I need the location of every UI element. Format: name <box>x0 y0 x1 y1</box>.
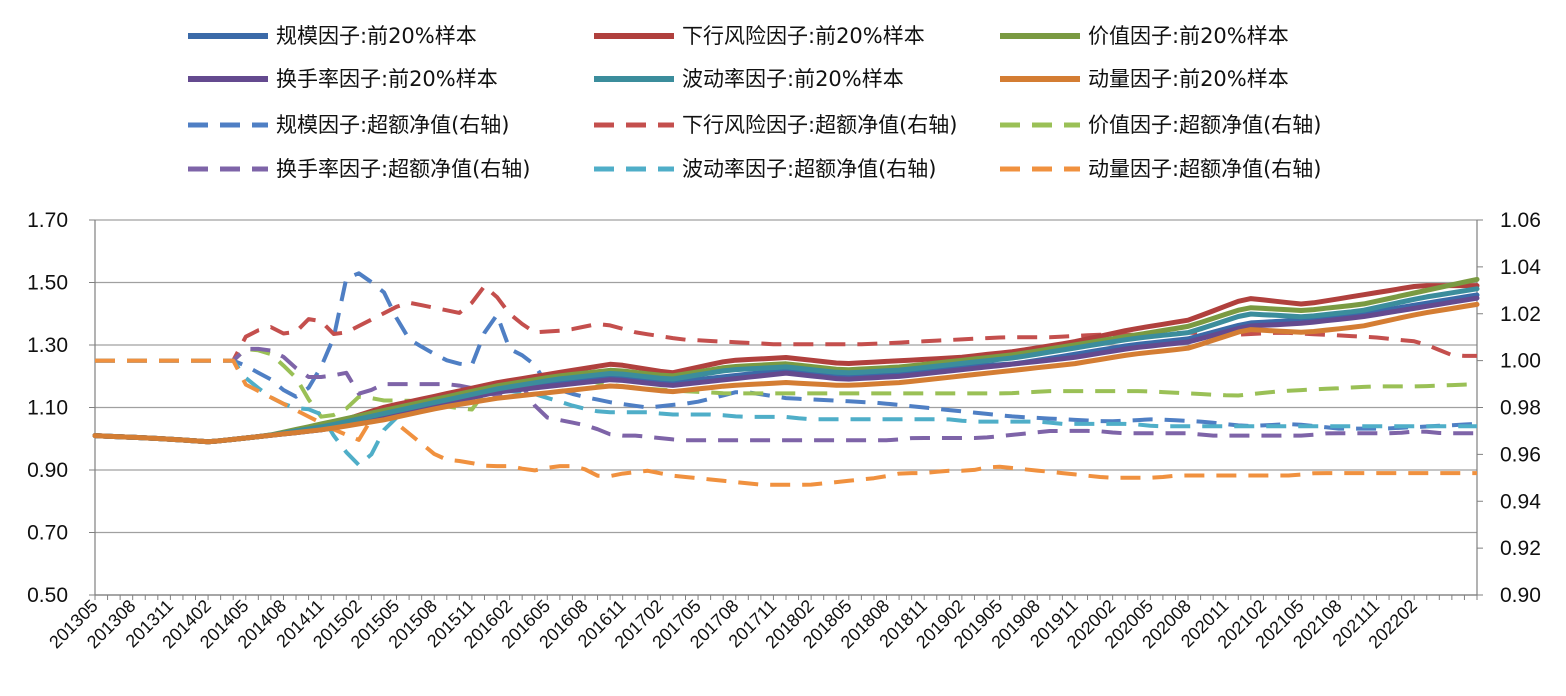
series-line-2 <box>92 276 1480 445</box>
y2-tick-label: 0.96 <box>1500 443 1541 466</box>
y-tick-label: 0.90 <box>27 459 68 482</box>
right-axis-ticks: 1.06 1.04 1.02 1.00 0.98 0.96 0.94 0.92 0.90 <box>1477 209 1541 607</box>
series-line-8 <box>95 347 1478 419</box>
y-tick-label: 1.10 <box>27 397 68 420</box>
legend-label-3: 换手率因子:前20%样本 <box>276 67 498 91</box>
y-tick-label: 0.50 <box>27 584 68 607</box>
legend-label-8: 价值因子:超额净值(右轴) <box>1088 113 1321 137</box>
legend: 规模因子:前20%样本 下行风险因子:前20%样本 价值因子:前20%样本换手率因子… <box>188 24 1321 181</box>
series-line-11 <box>95 358 1477 487</box>
y2-tick-label: 1.06 <box>1500 209 1541 232</box>
y2-tick-label: 1.04 <box>1500 256 1541 279</box>
y2-tick-label: 0.98 <box>1500 397 1541 420</box>
y2-tick-label: 1.00 <box>1500 350 1541 373</box>
y-tick-label: 0.70 <box>27 522 68 545</box>
x-axis-ticks: 2013052013082013112014022014052014082014… <box>45 595 1478 652</box>
y2-tick-label: 0.90 <box>1500 584 1541 607</box>
y2-tick-label: 0.92 <box>1500 537 1541 560</box>
series-line-4 <box>92 286 1480 445</box>
y2-tick-label: 1.02 <box>1500 303 1541 326</box>
legend-label-9: 换手率因子:超额净值(右轴) <box>276 157 530 181</box>
legend-label-6: 规模因子:超额净值(右轴) <box>276 113 509 137</box>
legend-label-10: 波动率因子:超额净值(右轴) <box>682 157 936 181</box>
legend-label-4: 波动率因子:前20%样本 <box>682 67 904 91</box>
legend-label-0: 规模因子:前20%样本 <box>276 24 477 48</box>
series-line-6 <box>95 271 1478 431</box>
series-line-10 <box>95 358 1477 467</box>
series-line-5 <box>92 301 1480 445</box>
legend-label-5: 动量因子:前20%样本 <box>1088 67 1289 91</box>
series-line-7 <box>95 284 1477 363</box>
series-line-9 <box>95 346 1477 443</box>
left-axis-ticks: 1.70 1.50 1.30 1.10 0.90 0.70 0.50 <box>27 209 68 607</box>
legend-label-11: 动量因子:超额净值(右轴) <box>1088 157 1321 181</box>
series-layer <box>92 271 1480 487</box>
legend-label-2: 价值因子:前20%样本 <box>1088 24 1289 48</box>
y-tick-label: 1.30 <box>27 334 68 357</box>
y-tick-label: 1.70 <box>27 209 68 232</box>
legend-label-7: 下行风险因子:超额净值(右轴) <box>682 113 957 137</box>
legend-label-1: 下行风险因子:前20%样本 <box>682 24 925 48</box>
y2-tick-label: 0.94 <box>1500 490 1541 513</box>
y-tick-label: 1.50 <box>27 272 68 295</box>
